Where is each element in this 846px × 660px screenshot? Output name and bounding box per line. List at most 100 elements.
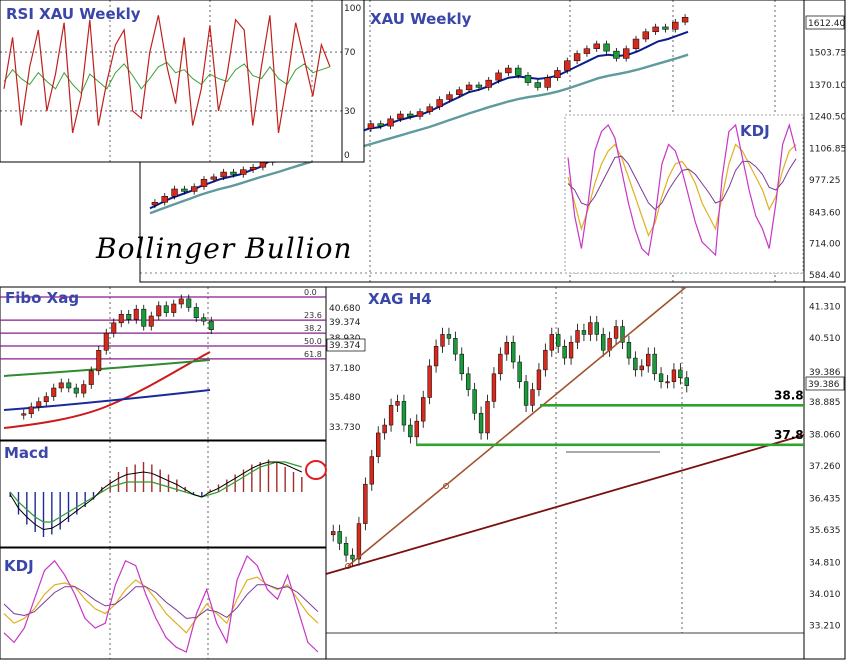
kdj-bottom-frame [0, 547, 327, 660]
xag-h4-candle-body [646, 353, 651, 367]
rsi-lines [3, 15, 331, 134]
support-level-label: 38.8 [774, 388, 804, 402]
fib-level-label: 23.6 [304, 311, 322, 320]
xau-weekly-candle-body [514, 67, 522, 76]
xau-weekly-candle-body [220, 171, 227, 178]
xau-weekly-y-tick: 1240.50 [809, 112, 846, 122]
fibo-candle-body [51, 387, 57, 397]
kdj-top-panel: KDJ [564, 114, 804, 274]
fibo-levels: 0.0 23.6 38.2 50.0 61.8 [0, 288, 326, 360]
xau-weekly-candle-body [642, 31, 650, 40]
xag-h4-candle-body [369, 456, 374, 485]
kdj-bottom-k-line [3, 554, 319, 653]
xag-h4-candle-body [427, 365, 432, 398]
xau-weekly-candle-body [367, 123, 375, 129]
fibo-y-tick: 33.730 [329, 423, 361, 433]
fibo-candle-body [126, 314, 132, 320]
xau-weekly-candles [151, 14, 689, 209]
brand-watermark: Bollinger Bullion [95, 232, 352, 265]
fib-level-label: 38.2 [304, 324, 322, 333]
xag-h4-candle-body [652, 353, 657, 375]
xag-h4-candle-body [613, 326, 619, 339]
xag-h4-candle-body [543, 349, 548, 371]
xau-weekly-candle-body [672, 21, 679, 30]
xau-weekly-candle-body [181, 188, 188, 192]
xag-h4-candle-body [639, 365, 644, 371]
xag-h4-candle-body [408, 424, 413, 438]
xag-price-box [805, 376, 845, 391]
fibo-candle-body [163, 305, 169, 313]
xag-h4-candle-body [478, 412, 484, 434]
fibo-y-tick: 35.480 [329, 393, 361, 403]
xau-weekly-candle-body [505, 67, 512, 74]
xau-weekly-candle-body [495, 72, 502, 81]
xag-h4-candle-body [504, 342, 509, 355]
xau-weekly-candle-body [436, 99, 443, 108]
xau-weekly-candle-body [240, 169, 247, 175]
macd-main-line [9, 461, 303, 531]
xau-weekly-candle-body [171, 188, 178, 197]
fibo-candle-body [171, 303, 177, 313]
fibo-y-tick: 39.374 [329, 318, 361, 328]
xag-h4-y-tick: 38.060 [809, 431, 841, 441]
xau-weekly-candle-body [544, 77, 551, 88]
kdj-bottom-panel: KDJ [0, 547, 327, 660]
xau-weekly-y-tick: 584.40 [809, 271, 841, 281]
fibo-candle-body [186, 298, 192, 308]
xag-h4-candle-body [594, 322, 599, 335]
fibo-y-tick: 37.180 [329, 364, 361, 374]
xau-weekly-candle-body [387, 118, 394, 127]
fibo-candle-body [118, 314, 124, 324]
rsi-y-tick: 0 [344, 151, 350, 161]
xau-weekly-candle-body [485, 79, 492, 88]
macd-highlight-circle [305, 460, 327, 480]
trend-anchor-mid [443, 483, 449, 489]
xag-h4-candle-body [511, 342, 516, 363]
xag-h4-candle-body [466, 373, 471, 390]
xau-price-box [805, 15, 845, 30]
xag-h4-candle-body [440, 334, 445, 347]
xau-weekly-candle-body [259, 162, 267, 168]
xag-h4-candle-body [658, 373, 664, 382]
fibo-candle-body [43, 396, 49, 402]
fibo-price-label: 39.374 [329, 341, 361, 351]
xau-weekly-candle-body [573, 53, 581, 62]
fibo-blue-ma [3, 389, 211, 411]
xag-h4-y-tick: 38.885 [809, 398, 841, 408]
xag-h4-candle-body [517, 361, 522, 382]
macd-signal-line [9, 461, 302, 523]
fib-level-label: 0.0 [304, 288, 317, 297]
xag-h4-candle-body [626, 342, 632, 359]
fibo-candle-body [28, 406, 34, 414]
rsi-y-tick: 100 [344, 4, 361, 14]
fibo-green-ma [3, 359, 211, 377]
xag-h4-candle-body [376, 432, 381, 457]
xag-h4-candle-body [459, 353, 464, 375]
fibo-xag-panel: 0.023.638.250.061.8 40.68039.37438.93037… [0, 286, 366, 441]
fibo-candle-body [88, 370, 94, 385]
xag-h4-candle-body [523, 381, 529, 406]
xau-weekly-y-tick: 1503.75 [809, 49, 846, 59]
xag-h4-candle-body [549, 334, 554, 351]
kdj-top-lines [567, 122, 797, 257]
xau-weekly-candle-body [446, 94, 453, 100]
xag-h4-candle-body [684, 377, 689, 386]
xag-h4-candle-body [388, 405, 394, 426]
xau-weekly-candle-body [416, 111, 424, 117]
xag-h4-candle-body [433, 345, 439, 367]
xau-weekly-candle-body [632, 38, 640, 49]
xau-weekly-candle-body [200, 179, 208, 187]
xag-h4-y-ticks: 41.310 40.510 39.386 38.885 38.060 37.260 36.4… [809, 302, 841, 631]
fibo-y-tick: 40.680 [329, 304, 361, 314]
xag-h4-candle-body [575, 330, 580, 343]
xag-h4-candle-body [350, 554, 355, 560]
fibo-candle-body [193, 307, 199, 318]
xag-h4-y-tick: 34.010 [809, 590, 841, 600]
macd-lines [9, 461, 303, 531]
xag-h4-candle-body [414, 420, 419, 438]
xag-h4-candle-body [568, 342, 574, 359]
fibo-candle-body [81, 384, 87, 394]
fibo-price-box [326, 338, 366, 352]
xag-h4-y-tick: 35.635 [809, 526, 841, 536]
fib-level-label: 61.8 [304, 350, 322, 359]
